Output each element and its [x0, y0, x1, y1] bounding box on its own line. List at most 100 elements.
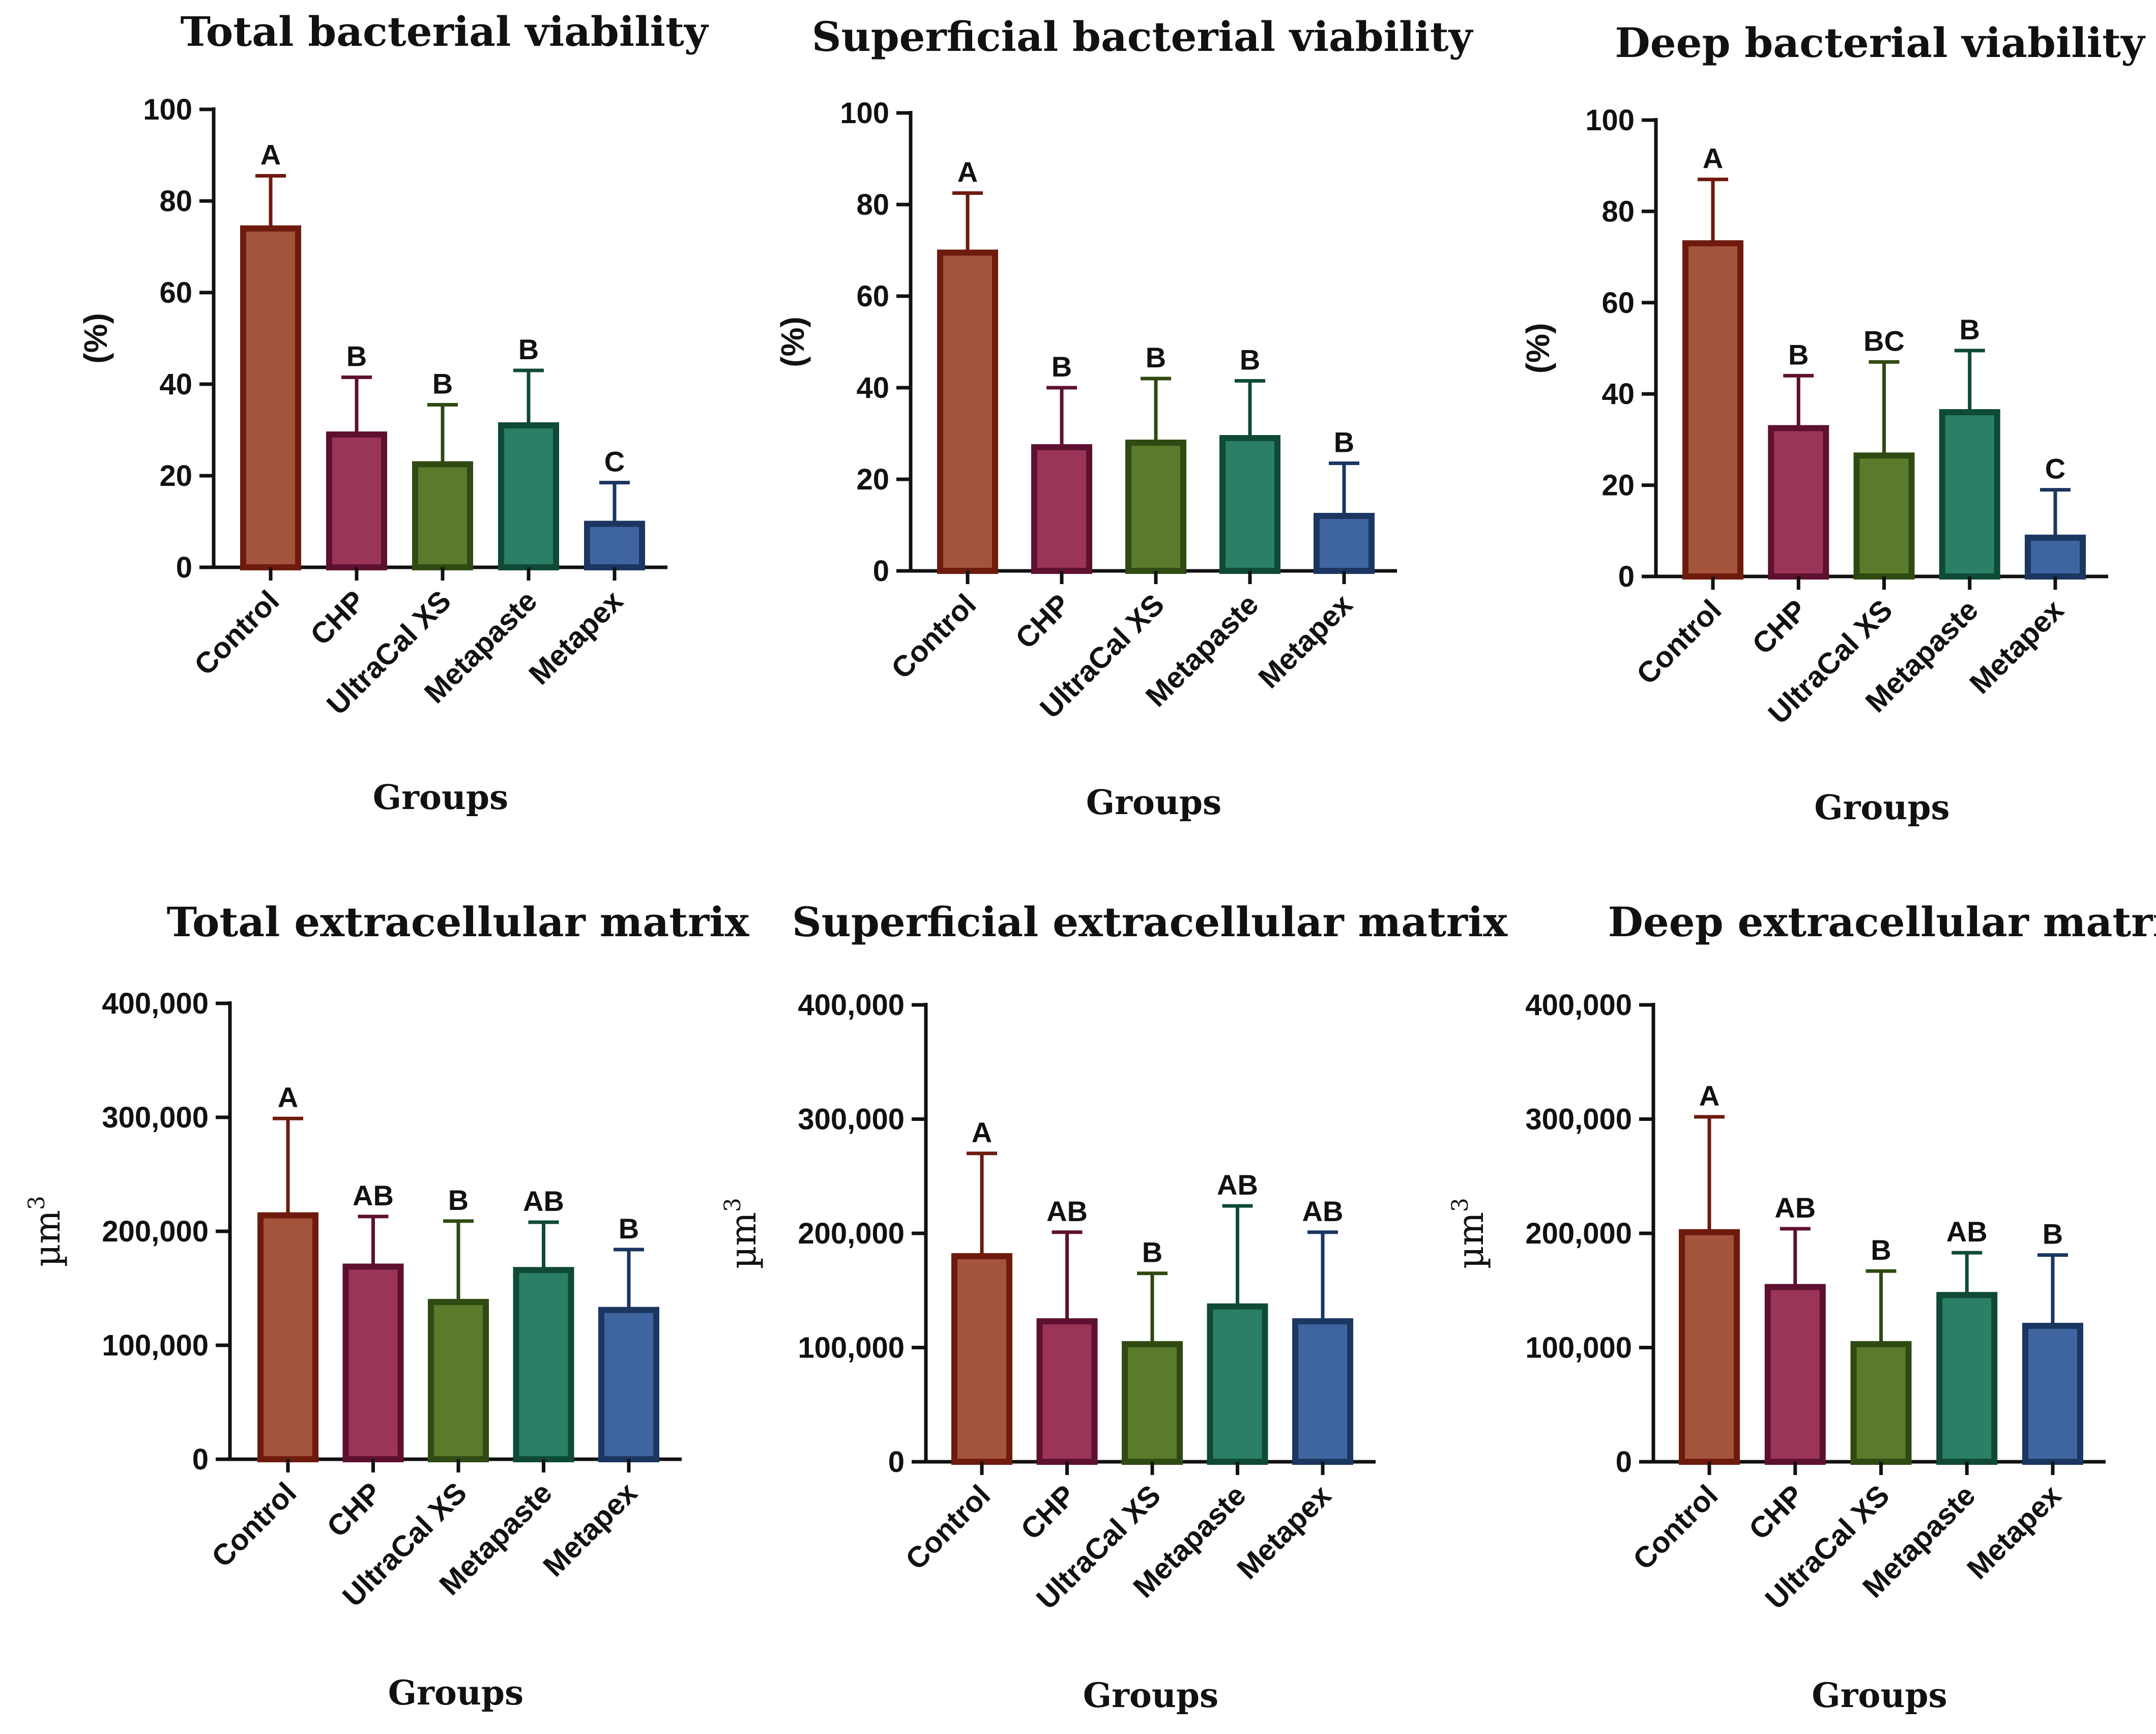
x-tick-label: Control: [1630, 593, 1728, 691]
chart-title: Total bacterial viability: [181, 8, 709, 55]
significance-label-2: AB: [1046, 1195, 1088, 1227]
x-tick-label: Control: [1626, 1479, 1724, 1576]
significance-label-2: AB: [353, 1179, 394, 1211]
y-axis-label: µm3: [720, 1198, 764, 1269]
significance-label-5: B: [619, 1212, 639, 1245]
y-axis-label-unit: µm: [722, 1212, 764, 1269]
chart-panel-2: Superficial bacterial viability 0 20 40 60 80…: [774, 13, 1474, 822]
chart-panel-1: Total bacterial viability 0 20 40 60 80 100 (%)…: [77, 8, 709, 817]
significance-label-3: B: [1142, 1236, 1162, 1268]
bar-1: [1682, 240, 1743, 580]
y-tick-label: 80: [159, 185, 192, 218]
bar-4: [1207, 1303, 1268, 1465]
bar-1: [937, 249, 998, 574]
y-axis-label: µm3: [24, 1196, 68, 1267]
y-tick-label: 20: [856, 463, 889, 496]
x-tick-label: CHP: [1742, 1479, 1810, 1546]
significance-label-4: B: [1960, 313, 1980, 345]
y-tick-label: 100: [840, 97, 889, 130]
bar-4: [1936, 1292, 1998, 1465]
significance-label-4: B: [518, 333, 539, 365]
significance-label-5: B: [1334, 426, 1354, 458]
significance-label-3: B: [448, 1184, 469, 1216]
y-tick-label: 100: [1585, 104, 1635, 137]
x-tick-label: Metapex: [1963, 593, 2070, 700]
bar-2: [1768, 425, 1829, 580]
y-tick-label: 100: [143, 93, 192, 126]
x-tick-label: CHP: [1746, 593, 1814, 661]
y-tick-label: 80: [856, 188, 889, 221]
y-axis-label-superscript: 3: [1447, 1198, 1473, 1212]
x-tick-label: Metapex: [1961, 1479, 2067, 1585]
bar-4: [498, 422, 559, 570]
y-tick-label: 300,000: [102, 1101, 209, 1134]
y-axis-label-superscript: 3: [24, 1196, 50, 1210]
significance-label-5: C: [604, 446, 625, 478]
x-axis-label: Groups: [388, 1673, 523, 1713]
chart-panel-3: Deep bacterial viability 0 20 40 60 80 100 (%) A…: [1520, 19, 2146, 827]
bar-5: [598, 1307, 659, 1463]
y-tick-label: 60: [856, 280, 889, 313]
y-tick-label: 200,000: [798, 1217, 905, 1250]
significance-label-2: B: [346, 340, 367, 372]
chart-panel-6: Deep extracellular matrix 0 100,000 200,000…: [1447, 898, 2156, 1715]
significance-label-4: AB: [523, 1185, 564, 1217]
bar-3: [1122, 1341, 1183, 1465]
significance-label-3: B: [432, 368, 453, 400]
x-tick-label: Metapex: [537, 1476, 644, 1583]
bar-1: [951, 1253, 1012, 1465]
x-tick-label: Control: [188, 584, 285, 682]
significance-label-4: AB: [1217, 1169, 1258, 1201]
x-axis-label: Groups: [1086, 783, 1221, 822]
bar-4: [513, 1267, 574, 1462]
y-tick-label: 0: [888, 1446, 905, 1479]
y-axis-label: µm3: [1447, 1198, 1492, 1269]
y-tick-label: 400,000: [1525, 989, 1632, 1022]
y-tick-label: 400,000: [798, 989, 905, 1022]
x-tick-label: Metapex: [1231, 1479, 1337, 1585]
chart-title: Deep bacterial viability: [1615, 19, 2146, 67]
x-tick-label: Control: [899, 1479, 997, 1576]
y-tick-label: 60: [1601, 286, 1635, 320]
bar-3: [1125, 440, 1186, 574]
chart-title: Superficial extracellular matrix: [792, 898, 1508, 946]
y-axis-label: (%): [774, 316, 811, 367]
bar-5: [2025, 534, 2086, 580]
y-tick-label: 20: [159, 459, 192, 493]
y-tick-label: 0: [1616, 1446, 1632, 1479]
y-tick-label: 200,000: [102, 1215, 209, 1248]
y-tick-label: 40: [856, 371, 889, 404]
x-axis-label: Groups: [373, 777, 508, 817]
bar-1: [240, 225, 301, 570]
significance-label-1: A: [957, 156, 978, 188]
x-tick-label: CHP: [1014, 1479, 1082, 1546]
x-tick-label: Control: [885, 588, 982, 685]
bar-2: [342, 1263, 404, 1462]
significance-label-1: A: [1703, 142, 1723, 175]
y-tick-label: 100,000: [798, 1332, 905, 1365]
y-tick-label: 0: [192, 1443, 209, 1476]
y-tick-label: 0: [1618, 560, 1635, 593]
significance-label-2: B: [1788, 338, 1809, 370]
x-axis-label: Groups: [1083, 1675, 1218, 1715]
y-tick-label: 0: [176, 551, 192, 584]
x-tick-label: Control: [205, 1476, 303, 1574]
y-axis-label: (%): [77, 313, 114, 364]
significance-label-1: A: [278, 1081, 298, 1113]
significance-label-3: B: [1146, 341, 1166, 373]
significance-label-2: AB: [1774, 1192, 1816, 1224]
significance-label-3: B: [1871, 1234, 1891, 1266]
significance-label-1: A: [260, 139, 281, 171]
x-tick-label: Metapex: [522, 584, 629, 691]
chart-panel-5: Superficial extracellular matrix 0 100,000…: [720, 898, 1508, 1715]
bar-5: [1314, 513, 1375, 574]
bar-1: [1679, 1229, 1740, 1465]
y-tick-label: 100,000: [1525, 1332, 1632, 1365]
significance-label-5: AB: [1302, 1195, 1344, 1227]
significance-label-5: B: [2043, 1218, 2063, 1250]
bar-2: [1764, 1284, 1826, 1465]
bar-3: [1853, 452, 1915, 580]
y-tick-label: 300,000: [798, 1103, 905, 1136]
chart-title: Superficial bacterial viability: [812, 13, 1474, 61]
